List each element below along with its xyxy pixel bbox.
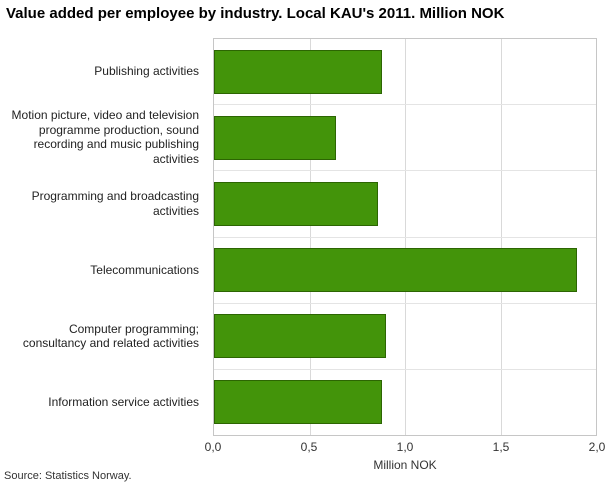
category-label: Telecommunications	[90, 262, 199, 277]
x-axis-label: Million NOK	[373, 458, 437, 472]
bar	[214, 314, 386, 359]
x-tick-label: 1,0	[396, 440, 414, 454]
bar-row	[214, 39, 596, 106]
x-tick-label: 1,5	[492, 440, 510, 454]
category-labels: Publishing activities Motion picture, vid…	[0, 38, 207, 436]
chart-area: Publishing activities Motion picture, vid…	[0, 38, 610, 478]
source-text: Source: Statistics Norway.	[4, 470, 132, 482]
page-title: Value added per employee by industry. Lo…	[6, 5, 505, 22]
bar-row	[214, 238, 596, 304]
bar-row	[214, 171, 596, 238]
bar	[214, 181, 379, 226]
x-tick-label: 0,0	[204, 440, 222, 454]
category-label: Information service activities	[48, 395, 199, 410]
category-label: Computer programming; consultancy and re…	[22, 321, 199, 351]
plot-area	[213, 38, 597, 436]
category-label: Programming and broadcasting activities	[31, 189, 199, 218]
category-label: Publishing activities	[94, 63, 199, 78]
bar-row	[214, 304, 596, 370]
x-tick-label: 2,0	[588, 440, 606, 454]
bar-row	[214, 105, 596, 172]
bar-row	[214, 370, 596, 435]
bar-rows	[214, 39, 596, 435]
bar	[214, 49, 383, 94]
bar	[214, 115, 337, 160]
category-label: Motion picture, video and television pro…	[11, 108, 199, 167]
x-axis: 0,0 0,5 1,0 1,5 2,0	[205, 436, 606, 454]
x-tick-label: 0,5	[300, 440, 318, 454]
bar	[214, 380, 383, 425]
bar	[214, 248, 577, 293]
